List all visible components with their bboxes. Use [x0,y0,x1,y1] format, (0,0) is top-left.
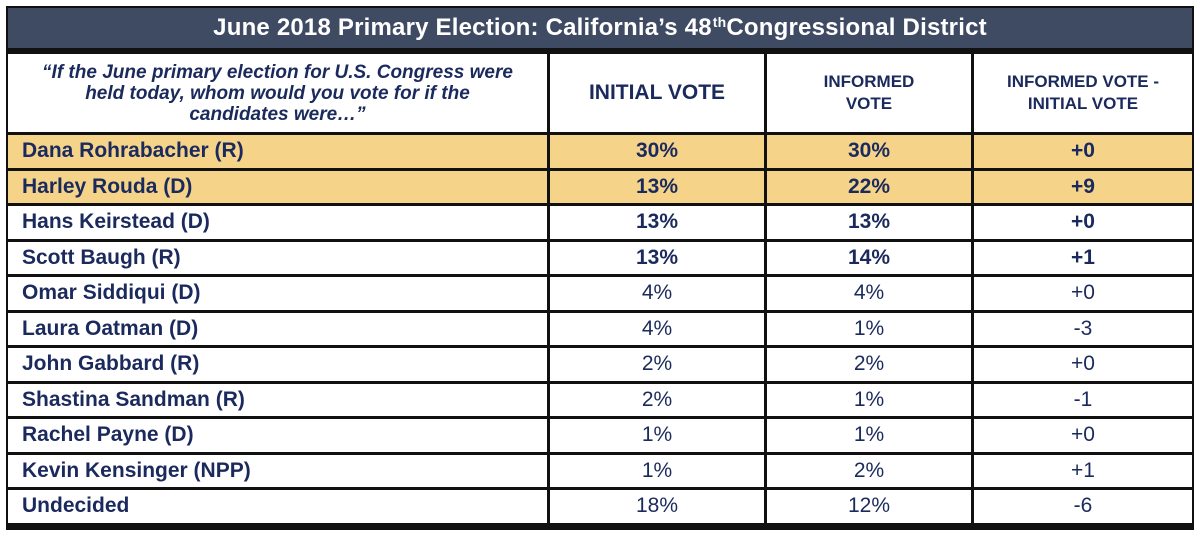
initial-vote-cell: 2% [550,348,767,381]
initial-vote-header: INITIAL VOTE [550,54,767,132]
table-row: Undecided 18% 12% -6 [8,490,1192,523]
candidate-cell: Harley Rouda (D) [8,170,550,203]
table-row: Rachel Payne (D) 1% 1% +0 [8,419,1192,452]
difference-cell: -6 [974,490,1192,523]
initial-vote-cell: 1% [550,419,767,452]
difference-header: INFORMED VOTE - INITIAL VOTE [974,54,1192,132]
candidate-cell: Dana Rohrabacher (R) [8,135,550,168]
initial-vote-cell: 2% [550,383,767,416]
candidate-cell: Omar Siddiqui (D) [8,277,550,310]
initial-vote-cell: 18% [550,490,767,523]
difference-cell: -1 [974,383,1192,416]
difference-cell: +0 [974,419,1192,452]
informed-vote-cell: 12% [767,490,974,523]
informed-vote-cell: 1% [767,419,974,452]
table-row: Omar Siddiqui (D) 4% 4% +0 [8,277,1192,310]
candidate-cell: Scott Baugh (R) [8,241,550,274]
header-row: “If the June primary election for U.S. C… [8,54,1192,132]
difference-cell: +0 [974,277,1192,310]
difference-cell: +9 [974,170,1192,203]
difference-cell: -3 [974,312,1192,345]
table-row: Laura Oatman (D) 4% 1% -3 [8,312,1192,345]
difference-cell: +0 [974,206,1192,239]
title-main: June 2018 Primary Election: California’s… [213,14,712,41]
informed-vote-header: INFORMED VOTE [767,54,974,132]
informed-vote-cell: 13% [767,206,974,239]
candidate-cell: Rachel Payne (D) [8,419,550,452]
initial-vote-cell: 30% [550,135,767,168]
table-body: Dana Rohrabacher (R) 30% 30% +0 Harley Rouda… [8,135,1192,523]
informed-vote-cell: 30% [767,135,974,168]
informed-vote-cell: 2% [767,348,974,381]
initial-vote-cell: 13% [550,206,767,239]
table-frame: June 2018 Primary Election: California’s… [6,6,1194,530]
title-superscript: th [712,14,727,30]
title-rest: Congressional District [726,14,987,41]
initial-vote-cell: 4% [550,312,767,345]
initial-vote-cell: 13% [550,241,767,274]
informed-vote-cell: 22% [767,170,974,203]
candidate-cell: Kevin Kensinger (NPP) [8,454,550,487]
informed-vote-cell: 2% [767,454,974,487]
table-row: Shastina Sandman (R) 2% 1% -1 [8,383,1192,416]
results-table: “If the June primary election for U.S. C… [8,51,1192,526]
informed-vote-cell: 1% [767,312,974,345]
initial-vote-cell: 13% [550,170,767,203]
candidate-cell: Laura Oatman (D) [8,312,550,345]
initial-vote-cell: 1% [550,454,767,487]
difference-cell: +0 [974,135,1192,168]
informed-vote-header-text: INFORMED VOTE [823,72,915,113]
table-row: Harley Rouda (D) 13% 22% +9 [8,170,1192,203]
question-header: “If the June primary election for U.S. C… [8,54,550,132]
table-title: June 2018 Primary Election: California’s… [8,8,1192,48]
table-row: Kevin Kensinger (NPP) 1% 2% +1 [8,454,1192,487]
difference-cell: +1 [974,241,1192,274]
initial-vote-cell: 4% [550,277,767,310]
table-row: Hans Keirstead (D) 13% 13% +0 [8,206,1192,239]
candidate-cell: Undecided [8,490,550,523]
informed-vote-cell: 1% [767,383,974,416]
candidate-cell: Hans Keirstead (D) [8,206,550,239]
table-row: Dana Rohrabacher (R) 30% 30% +0 [8,135,1192,168]
difference-cell: +1 [974,454,1192,487]
informed-vote-cell: 4% [767,277,974,310]
difference-header-text: INFORMED VOTE - INITIAL VOTE [1006,72,1160,113]
candidate-cell: John Gabbard (R) [8,348,550,381]
informed-vote-cell: 14% [767,241,974,274]
candidate-cell: Shastina Sandman (R) [8,383,550,416]
table-row: Scott Baugh (R) 13% 14% +1 [8,241,1192,274]
difference-cell: +0 [974,348,1192,381]
table-row: John Gabbard (R) 2% 2% +0 [8,348,1192,381]
